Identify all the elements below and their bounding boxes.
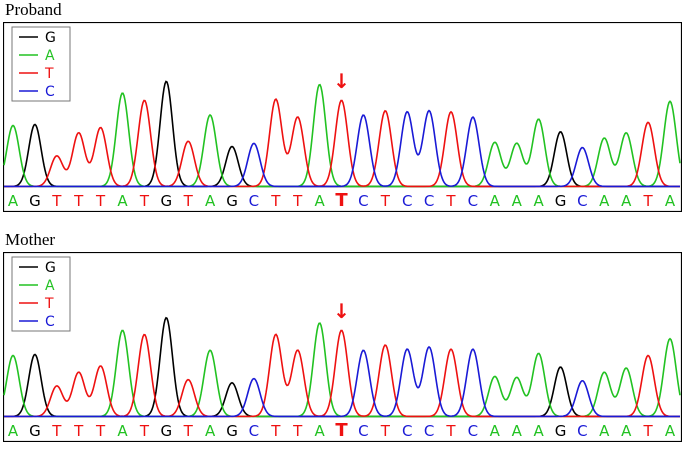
base-call-3: T [73, 422, 84, 440]
chart-frame [3, 252, 682, 442]
mutation-arrow: ↓ [333, 69, 350, 93]
legend-label-c: C [45, 84, 55, 100]
trace-t [4, 97, 680, 188]
base-call-15: T [335, 420, 348, 441]
base-call-0: A [8, 422, 19, 440]
base-call-13: T [292, 422, 303, 440]
legend-box [11, 26, 71, 102]
trace-c [4, 345, 680, 418]
base-call-7: G [160, 192, 172, 210]
base-call-3: T [73, 192, 84, 210]
base-call-2: T [51, 422, 62, 440]
chart-frame [3, 22, 682, 212]
base-call-23: A [512, 192, 523, 210]
base-call-9: A [205, 422, 216, 440]
base-call-6: T [139, 192, 150, 210]
base-call-4: T [95, 422, 106, 440]
base-call-19: C [424, 422, 434, 440]
base-call-1: G [29, 192, 41, 210]
base-call-25: G [555, 422, 567, 440]
legend-label-t: T [44, 66, 54, 82]
legend-label-g: G [45, 30, 56, 46]
base-call-14: A [314, 192, 325, 210]
base-call-6: T [139, 422, 150, 440]
base-call-5: A [117, 192, 128, 210]
base-call-30: A [665, 422, 676, 440]
base-call-25: G [555, 192, 567, 210]
base-call-10: G [226, 192, 238, 210]
base-call-27: A [599, 422, 610, 440]
base-call-20: T [445, 422, 456, 440]
base-call-7: G [160, 422, 172, 440]
base-call-29: T [643, 422, 654, 440]
base-call-19: C [424, 192, 434, 210]
base-call-26: C [577, 192, 587, 210]
base-call-8: T [183, 422, 194, 440]
base-call-1: G [29, 422, 41, 440]
legend-label-t: T [44, 296, 54, 312]
trace-c [4, 109, 680, 188]
base-call-17: T [380, 192, 391, 210]
base-call-28: A [621, 422, 632, 440]
base-call-28: A [621, 192, 632, 210]
panel-title-proband: Proband [5, 0, 62, 19]
base-call-22: A [490, 422, 501, 440]
base-call-12: T [270, 422, 281, 440]
base-call-0: A [8, 192, 19, 210]
base-call-20: T [445, 192, 456, 210]
base-call-21: C [468, 192, 478, 210]
base-call-10: G [226, 422, 238, 440]
base-call-18: C [402, 422, 412, 440]
panel-title-mother: Mother [5, 230, 56, 249]
legend-label-g: G [45, 260, 56, 276]
legend-box [11, 256, 71, 332]
legend-label-c: C [45, 314, 55, 330]
base-call-22: A [490, 192, 501, 210]
base-call-17: T [380, 422, 391, 440]
base-call-16: C [358, 422, 368, 440]
base-call-8: T [183, 192, 194, 210]
base-call-11: C [249, 192, 259, 210]
base-call-14: A [314, 422, 325, 440]
base-call-23: A [512, 422, 523, 440]
legend-label-a: A [45, 278, 55, 294]
base-call-2: T [51, 192, 62, 210]
base-call-21: C [468, 422, 478, 440]
base-call-15: T [335, 190, 348, 211]
base-call-11: C [249, 422, 259, 440]
legend-label-a: A [45, 48, 55, 64]
base-call-9: A [205, 192, 216, 210]
base-call-4: T [95, 192, 106, 210]
base-call-24: A [533, 422, 544, 440]
base-call-16: C [358, 192, 368, 210]
base-call-18: C [402, 192, 412, 210]
base-call-29: T [643, 192, 654, 210]
trace-t [4, 329, 680, 418]
base-call-12: T [270, 192, 281, 210]
base-call-30: A [665, 192, 676, 210]
base-call-27: A [599, 192, 610, 210]
base-call-13: T [292, 192, 303, 210]
base-call-5: A [117, 422, 128, 440]
mutation-arrow: ↓ [333, 299, 350, 323]
base-call-26: C [577, 422, 587, 440]
base-call-24: A [533, 192, 544, 210]
